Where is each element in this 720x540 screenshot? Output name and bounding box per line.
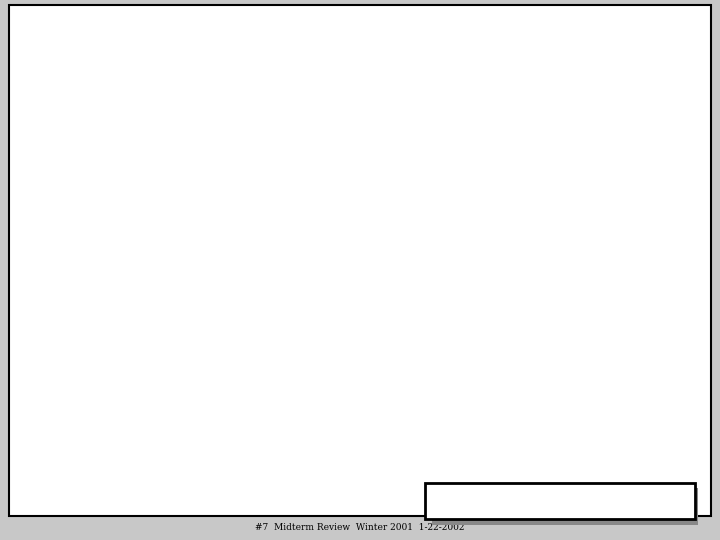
Text: least significant bit (LSB): least significant bit (LSB) <box>61 144 273 158</box>
Text: / 2  =  11 remainder 0: / 2 = 11 remainder 0 <box>174 302 338 316</box>
Text: the last as the: the last as the <box>60 166 182 180</box>
Text: / 2 =  1 remainder 0: / 2 = 1 remainder 0 <box>288 386 438 400</box>
Text: / 2 =  2 remainder 1: / 2 = 2 remainder 1 <box>250 358 400 372</box>
Text: EECC341 - Shaaban: EECC341 - Shaaban <box>505 484 705 502</box>
Text: Decimal-to-Binary Conversion: Decimal-to-Binary Conversion <box>126 35 594 62</box>
Text: 10: 10 <box>61 202 79 215</box>
Text: •: • <box>35 68 45 85</box>
Text: 179 / 2  =  89  remainder 1  (LSB): 179 / 2 = 89 remainder 1 (LSB) <box>60 218 312 232</box>
Text: most significant bit (MSB): most significant bit (MSB) <box>61 166 280 180</box>
Text: Separate the decimal number into whole and fraction portions.: Separate the decimal number into whole a… <box>60 68 580 82</box>
Text: 10: 10 <box>111 457 131 471</box>
Text: =  10110011: = 10110011 <box>112 445 258 463</box>
Text: .: . <box>62 166 67 180</box>
Text: and: and <box>62 144 97 158</box>
Text: 2: 2 <box>113 457 123 471</box>
Text: to binary:: to binary: <box>62 192 154 209</box>
Text: #7  Midterm Review  Winter 2001  1-22-2002: #7 Midterm Review Winter 2001 1-22-2002 <box>256 523 464 532</box>
Text: / 2  =  44 remainder 1: / 2 = 44 remainder 1 <box>98 246 261 260</box>
Text: / 2 =  5 remainder 1: / 2 = 5 remainder 1 <box>212 330 361 344</box>
Text: •: • <box>35 192 45 209</box>
Text: To convert the whole number portion to binary, use successive: To convert the whole number portion to b… <box>60 100 572 114</box>
Text: 179: 179 <box>110 445 149 463</box>
Text: Example:   Convert 179: Example: Convert 179 <box>60 192 269 209</box>
Text: / 2  =   22 remainder 0: / 2 = 22 remainder 0 <box>136 274 305 288</box>
Text: answer, with the first remainder as the: answer, with the first remainder as the <box>60 144 385 158</box>
Text: •: • <box>35 100 45 117</box>
Text: / 2 =  0  remainder 1  (MSB): / 2 = 0 remainder 1 (MSB) <box>326 414 536 428</box>
Text: division by 2 until the quotient is 0.  The remainders form the: division by 2 until the quotient is 0. T… <box>60 122 570 136</box>
